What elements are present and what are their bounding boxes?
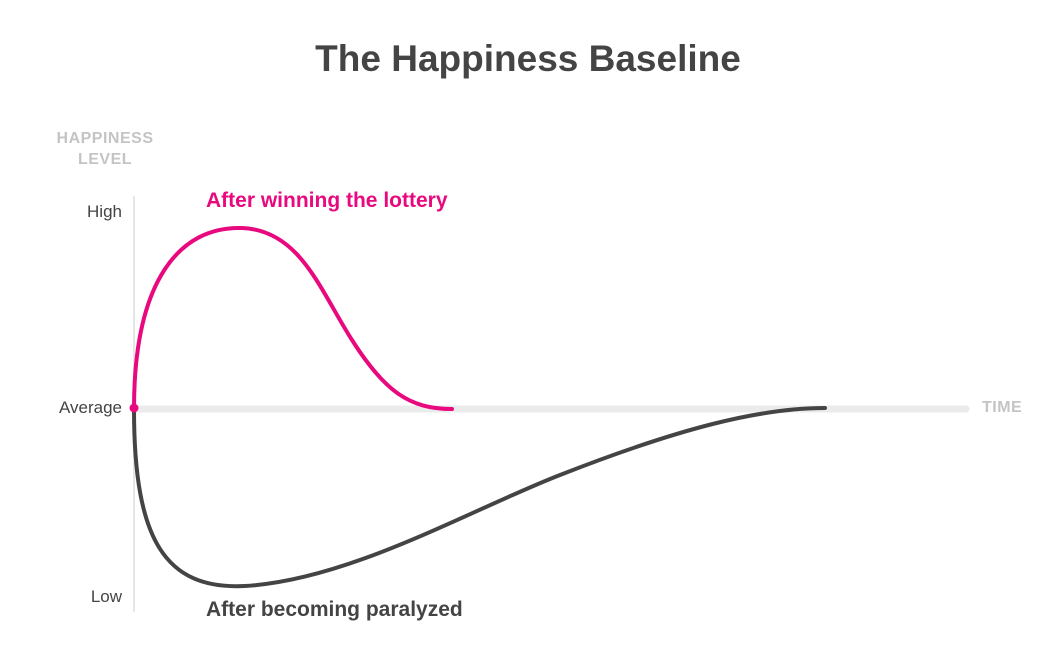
y-tick-average: Average: [58, 398, 122, 417]
paralyzed-label: After becoming paralyzed: [206, 598, 463, 621]
origin-point: [129, 403, 139, 413]
y-axis-label: HAPPINESS LEVEL: [40, 128, 170, 170]
x-axis-label: TIME: [982, 399, 1023, 416]
paralyzed-curve: [132, 406, 827, 589]
lottery-label: After winning the lottery: [206, 189, 448, 212]
y-tick-low: Low: [90, 587, 122, 606]
lottery-curve: [132, 225, 454, 411]
y-tick-high: High: [87, 202, 122, 221]
y-axis-label-line1: HAPPINESS: [56, 130, 154, 147]
y-axis-label-line2: LEVEL: [77, 151, 133, 168]
chart-title: The Happiness Baseline: [315, 38, 741, 79]
